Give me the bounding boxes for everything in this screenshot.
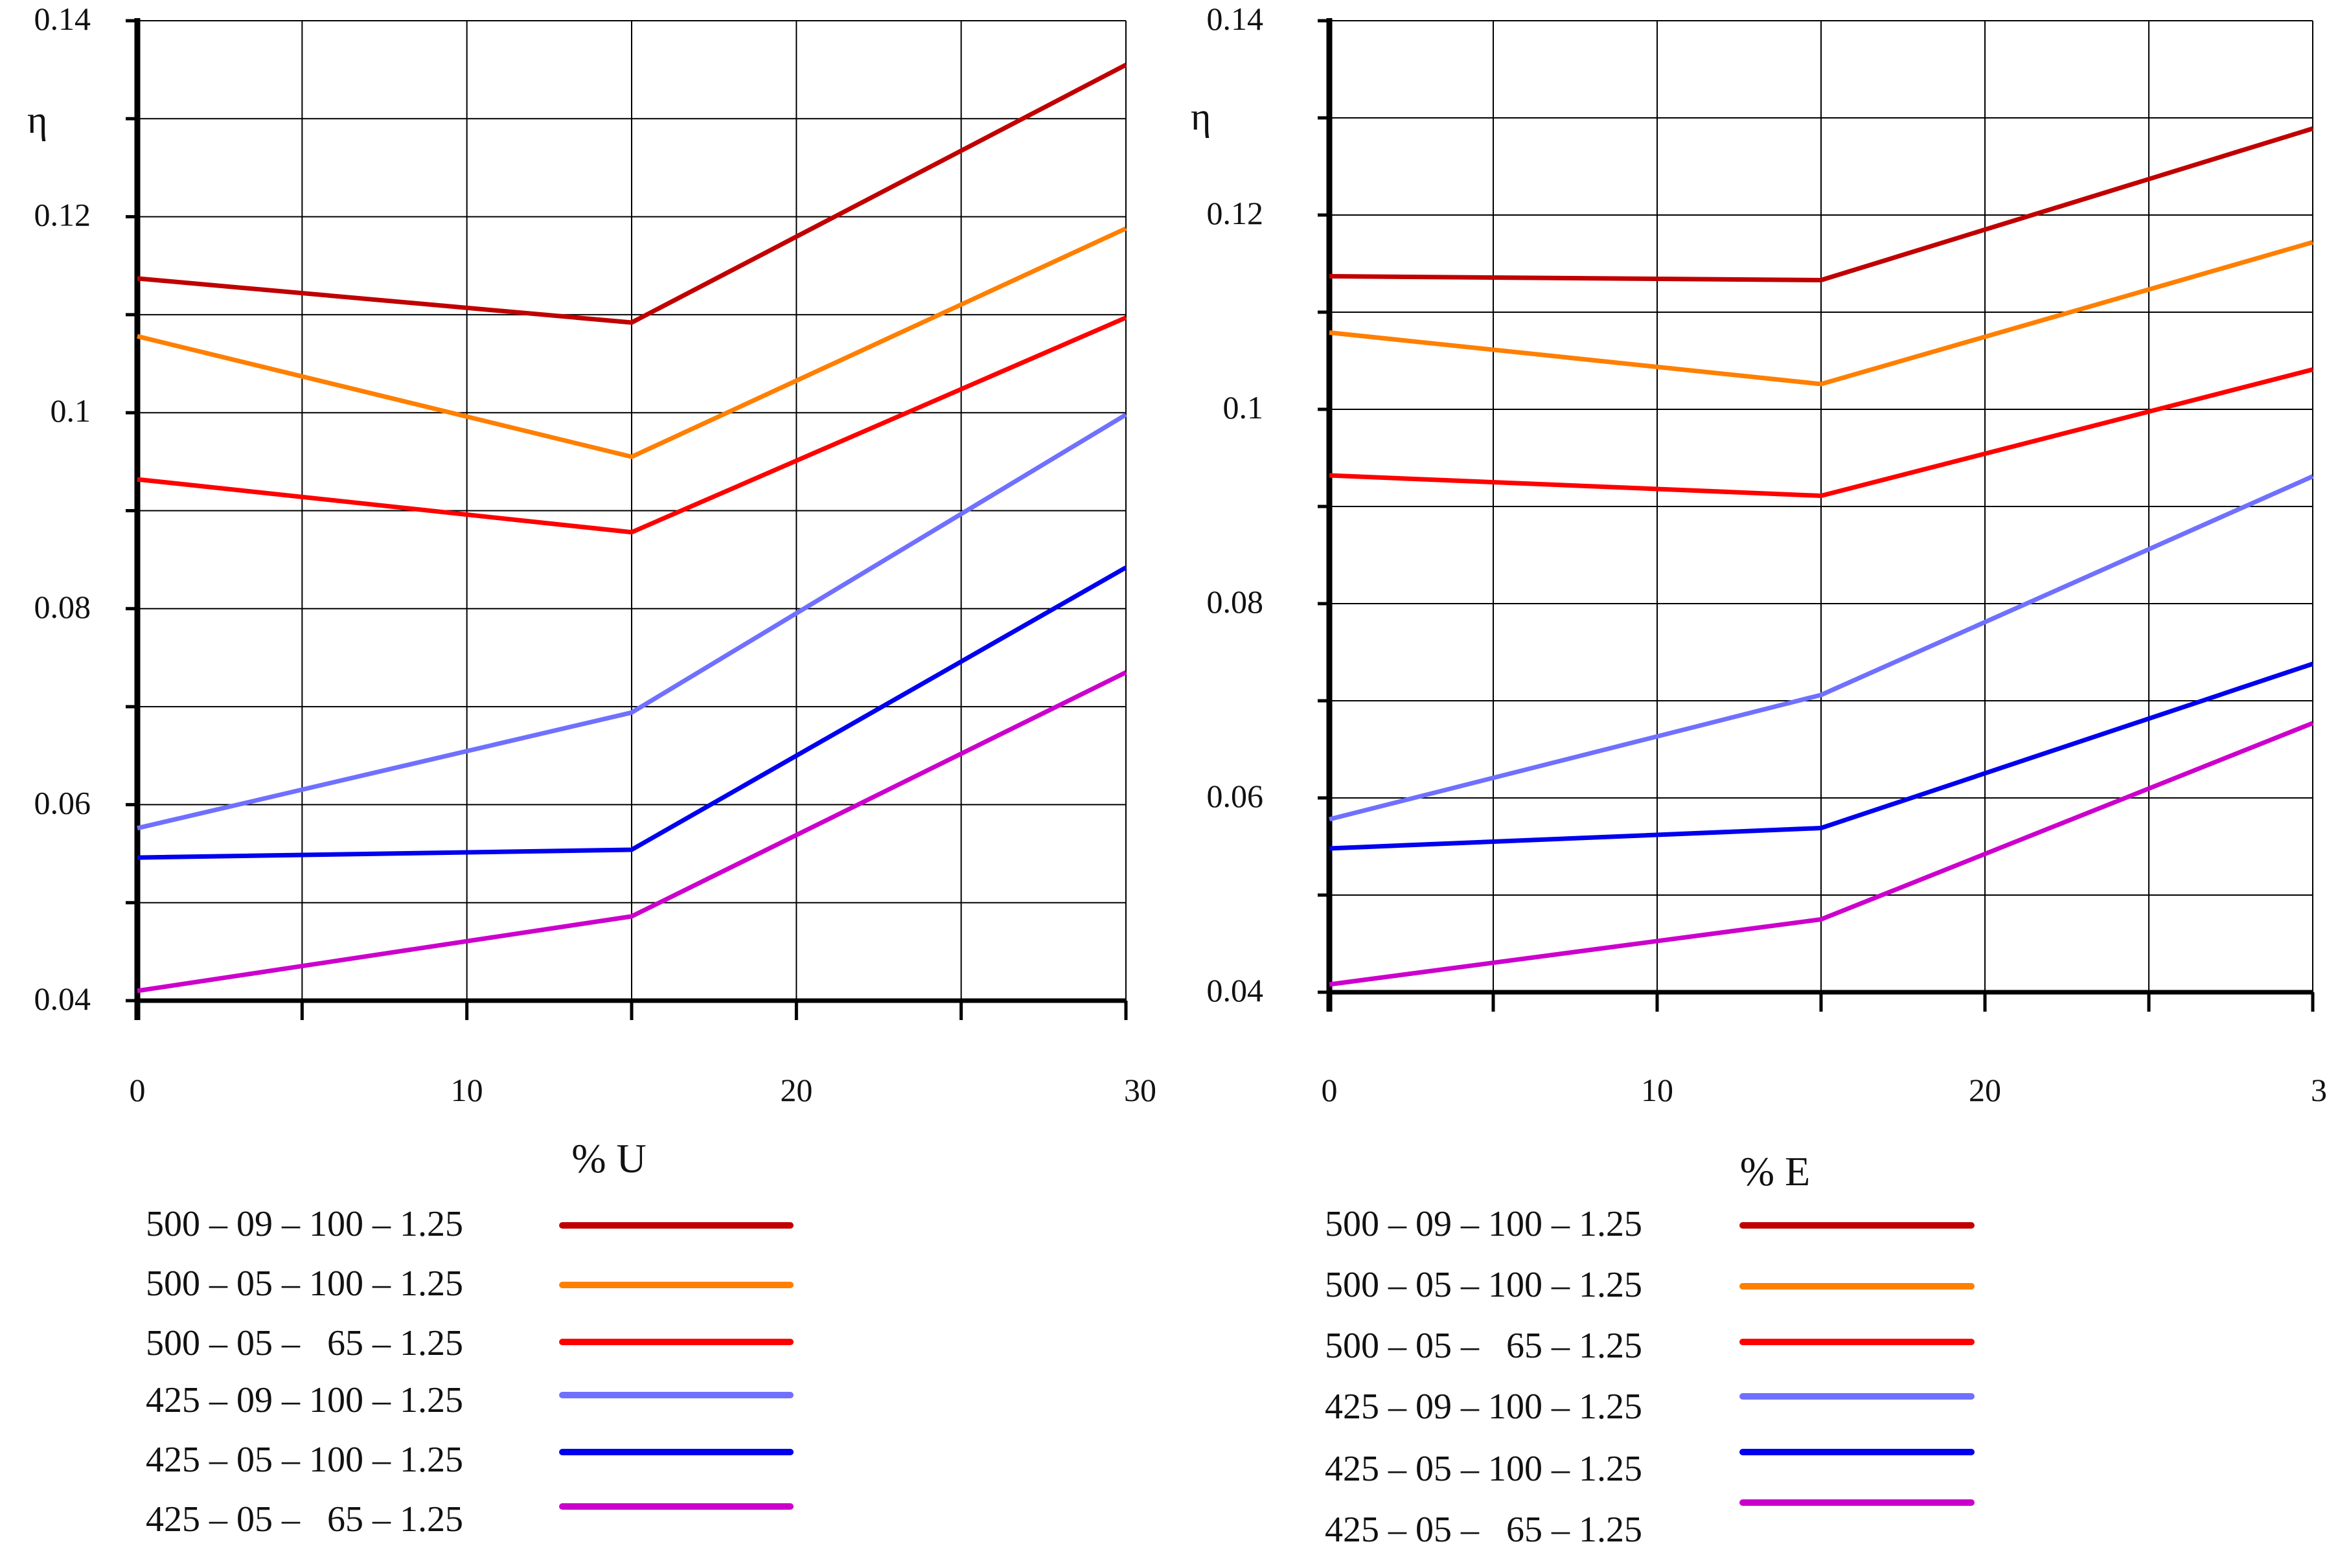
y-tick-label: 0.1 (51, 392, 91, 429)
x-tick-label: 20 (780, 1072, 812, 1108)
x-tick-label: 30 (2311, 1072, 2327, 1108)
y-tick-label: 0.04 (1207, 972, 1264, 1008)
legend-label: 425 – 05 – 100 – 1.25 (1325, 1449, 1642, 1489)
legend-label: 500 – 05 – 65 – 1.25 (146, 1323, 463, 1363)
series-line-1 (137, 62, 1127, 325)
legend-label: 500 – 05 – 100 – 1.25 (1325, 1265, 1642, 1305)
y-tick-label: 0.12 (34, 197, 91, 233)
y-tick-label: 0.04 (34, 981, 91, 1017)
legend-label: 425 – 09 – 100 – 1.25 (146, 1380, 463, 1420)
legend-label: 425 – 05 – 65 – 1.25 (146, 1499, 463, 1540)
x-tick-label: 30 (1124, 1072, 1156, 1108)
series-line-1 (1329, 126, 2314, 282)
y-axis-label: η (1191, 95, 1211, 138)
y-tick-label: 0.12 (1207, 195, 1264, 231)
x-tick-label: 0 (1322, 1072, 1338, 1108)
series-line-6 (1329, 721, 2314, 987)
series-line-3 (137, 315, 1127, 535)
y-tick-label: 0.14 (34, 1, 91, 37)
y-tick-label: 0.1 (1223, 389, 1264, 426)
chart-panel-u: 0.04 0.06 0.08 0.1 0.12 0.14 0 10 20 30 η % U 500 – … (27, 1, 1156, 1540)
legend-label: 425 – 09 – 100 – 1.25 (1325, 1387, 1642, 1427)
legend-label: 425 – 05 – 65 – 1.25 (1325, 1510, 1642, 1550)
series-line-6 (137, 670, 1127, 994)
x-axis-label: % U (571, 1135, 647, 1181)
y-tick-label: 0.14 (1207, 1, 1264, 37)
legend-label: 500 – 09 – 100 – 1.25 (146, 1204, 463, 1244)
y-tick-label: 0.06 (34, 784, 91, 821)
series-line-2 (1329, 240, 2313, 387)
x-axis-label: % E (1740, 1148, 1810, 1194)
series-line-5 (137, 565, 1127, 860)
x-tick-label: 20 (1969, 1072, 2001, 1108)
y-tick-label: 0.06 (1207, 778, 1264, 814)
y-tick-label: 0.08 (34, 589, 91, 625)
x-tick-label: 0 (130, 1072, 146, 1108)
legend-label: 425 – 05 – 100 – 1.25 (146, 1440, 463, 1480)
series-line-5 (1329, 661, 2314, 851)
series-line-3 (1329, 367, 2313, 498)
legend-label: 500 – 05 – 100 – 1.25 (146, 1264, 463, 1304)
chart-panel-e: 0.04 0.06 0.08 0.1 0.12 0.14 0 10 20 30 η % E 500 – … (1191, 1, 2327, 1550)
legend-label: 500 – 09 – 100 – 1.25 (1325, 1204, 1642, 1244)
y-tick-label: 0.08 (1207, 584, 1264, 620)
series-line-4 (137, 413, 1127, 831)
legend-label: 500 – 05 – 65 – 1.25 (1325, 1326, 1642, 1366)
series-line-4 (1329, 474, 2314, 822)
x-tick-label: 10 (451, 1072, 483, 1108)
series-line-2 (137, 226, 1127, 459)
y-axis-label: η (27, 98, 47, 141)
x-tick-label: 10 (1641, 1072, 1673, 1108)
